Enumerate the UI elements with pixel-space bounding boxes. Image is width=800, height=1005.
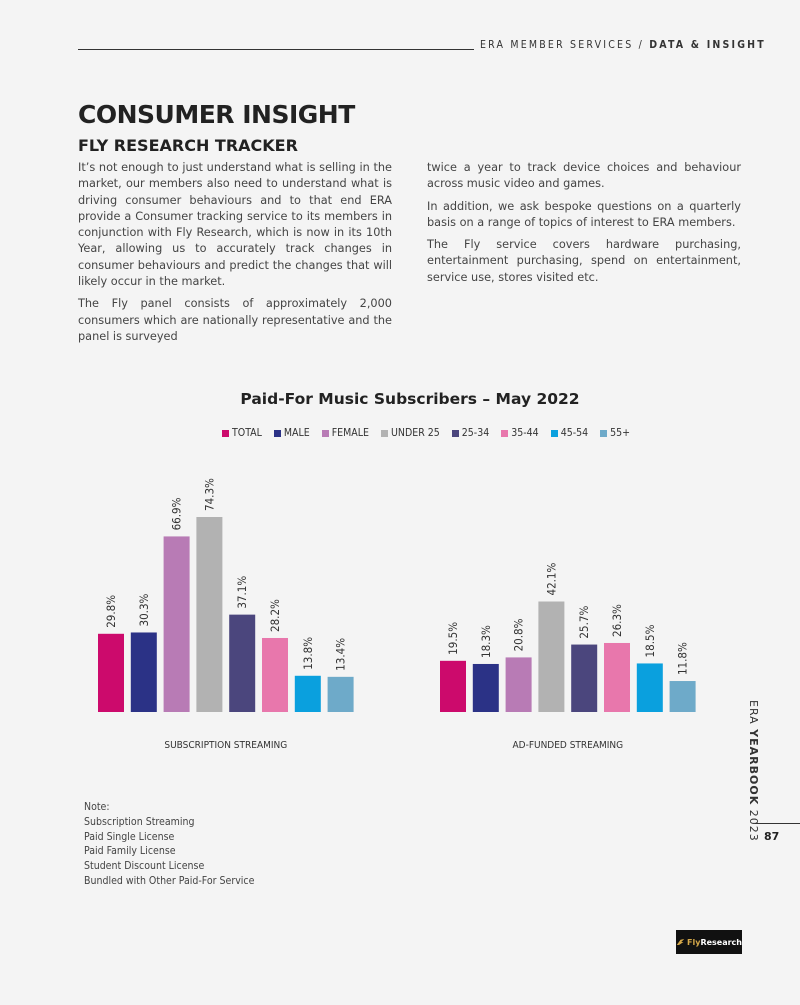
legend-item: 35-44 xyxy=(501,427,539,439)
bar-data-label: 18.5% xyxy=(643,624,657,657)
paragraph: The Fly panel consists of approximately … xyxy=(78,297,392,343)
category-label: SUBSCRIPTION STREAMING xyxy=(164,740,287,751)
note-line: Paid Single License xyxy=(84,830,175,843)
page-number-rule xyxy=(755,823,800,824)
section-header: ERA MEMBER SERVICES / DATA & INSIGHT xyxy=(480,39,766,51)
bar-female-ad-funded xyxy=(505,657,532,712)
bar-data-label: 26.3% xyxy=(610,604,624,637)
legend-item: 45-54 xyxy=(550,427,589,439)
category-label: AD-FUNDED STREAMING xyxy=(512,740,623,751)
chart-title: Paid-For Music Subscribers – May 2022 xyxy=(240,390,580,408)
legend-item: MALE xyxy=(273,427,310,439)
bar-data-label: 20.8% xyxy=(512,618,526,651)
side-prefix: ERA xyxy=(747,700,760,730)
bar-35-44-subscription xyxy=(262,637,288,712)
logo-text-b: Research xyxy=(700,937,742,947)
page-title: CONSUMER INSIGHT xyxy=(78,100,355,129)
yearbook-side-label: ERA YEARBOOK 2023 xyxy=(747,700,760,842)
side-bold: YEARBOOK xyxy=(747,729,760,806)
legend-swatch xyxy=(600,429,608,437)
bar-35-44-ad-funded xyxy=(604,642,630,712)
legend-label: UNDER 25 xyxy=(390,427,440,439)
bar-25-34-ad-funded xyxy=(571,644,598,712)
legend-swatch xyxy=(321,429,329,437)
bar-data-label: 19.5% xyxy=(446,622,460,655)
bar-data-label: 13.4% xyxy=(334,638,348,671)
legend-item: FEMALE xyxy=(321,427,369,439)
legend-label: 25-34 xyxy=(461,427,490,439)
bar-total-subscription xyxy=(98,633,124,712)
paragraph: twice a year to track device choices and… xyxy=(427,161,741,191)
bar-male-ad-funded xyxy=(472,663,499,712)
bar-under-25-ad-funded xyxy=(538,601,565,712)
paragraph: It’s not enough to just understand what … xyxy=(78,161,392,289)
bar-data-label: 11.8% xyxy=(676,642,690,675)
legend-label: TOTAL xyxy=(232,427,262,439)
legend-label: MALE xyxy=(283,427,310,439)
legend-label: 35-44 xyxy=(511,427,539,439)
chart-legend: TOTAL MALE FEMALE UNDER 25 25-34 35-44 4… xyxy=(222,427,630,439)
bar-data-label: 66.9% xyxy=(170,497,184,530)
fly-research-logo: FlyResearch xyxy=(676,930,742,954)
page-subtitle: FLY RESEARCH TRACKER xyxy=(78,136,298,155)
note-heading: Note: xyxy=(84,801,110,813)
bar-chart: 29.8% 30.3% 66.9% 74.3% 37.1% 28.2% 13.8% 13.4%… xyxy=(98,478,696,751)
paragraph: In addition, we ask bespoke questions on… xyxy=(427,199,741,229)
legend-swatch xyxy=(273,429,281,437)
legend-item: TOTAL xyxy=(222,427,262,439)
bar-under-25-subscription xyxy=(196,517,223,712)
legend-item: UNDER 25 xyxy=(380,427,440,439)
bar-45-54-ad-funded xyxy=(636,663,663,712)
legend-label: 45-54 xyxy=(560,427,589,439)
bar-data-label: 42.1% xyxy=(544,562,558,595)
body-column-2: twice a year to track device choices and… xyxy=(427,160,741,292)
bar-data-label: 13.8% xyxy=(301,637,315,670)
section-label: ERA MEMBER SERVICES / xyxy=(480,39,644,51)
bar-55--ad-funded xyxy=(669,681,696,712)
bar-data-label: 74.3% xyxy=(202,478,216,511)
bar-total-ad-funded xyxy=(440,660,466,712)
note-line: Bundled with Other Paid-For Service xyxy=(84,874,255,887)
legend-swatch xyxy=(501,429,509,437)
note-line: Paid Family License xyxy=(84,845,176,858)
legend-label: 55+ xyxy=(610,427,631,439)
legend-swatch xyxy=(550,429,558,437)
paragraph: The Fly service covers hardware purchasi… xyxy=(427,238,741,284)
bar-data-label: 29.8% xyxy=(104,595,118,628)
note-block: Note: Subscription Streaming Paid Single… xyxy=(84,800,254,889)
bar-data-label: 30.3% xyxy=(137,593,151,626)
note-line: Student Discount License xyxy=(84,860,205,873)
legend-swatch xyxy=(380,429,388,437)
legend-item: 55+ xyxy=(600,427,630,439)
page-number: 87 xyxy=(764,830,780,843)
legend-swatch xyxy=(451,429,459,437)
bar-female-subscription xyxy=(163,536,190,712)
bar-data-label: 18.3% xyxy=(479,625,493,658)
bar-45-54-subscription xyxy=(294,675,321,712)
legend-label: FEMALE xyxy=(331,427,369,439)
bar-male-subscription xyxy=(130,632,157,712)
note-line: Subscription Streaming xyxy=(84,815,195,828)
legend-item: 25-34 xyxy=(451,427,490,439)
bar-25-34-subscription xyxy=(229,614,256,712)
logo-text-a: Fly xyxy=(687,937,701,947)
header-rule xyxy=(78,49,474,50)
bar-data-label: 25.7% xyxy=(577,606,591,639)
bar-data-label: 37.1% xyxy=(235,576,249,609)
subsection-label: DATA & INSIGHT xyxy=(649,39,766,51)
bar-data-label: 28.2% xyxy=(268,599,282,632)
bar-55--subscription xyxy=(327,676,354,712)
fly-icon xyxy=(676,938,685,946)
body-column-1: It’s not enough to just understand what … xyxy=(78,160,392,351)
legend-swatch xyxy=(222,429,229,437)
